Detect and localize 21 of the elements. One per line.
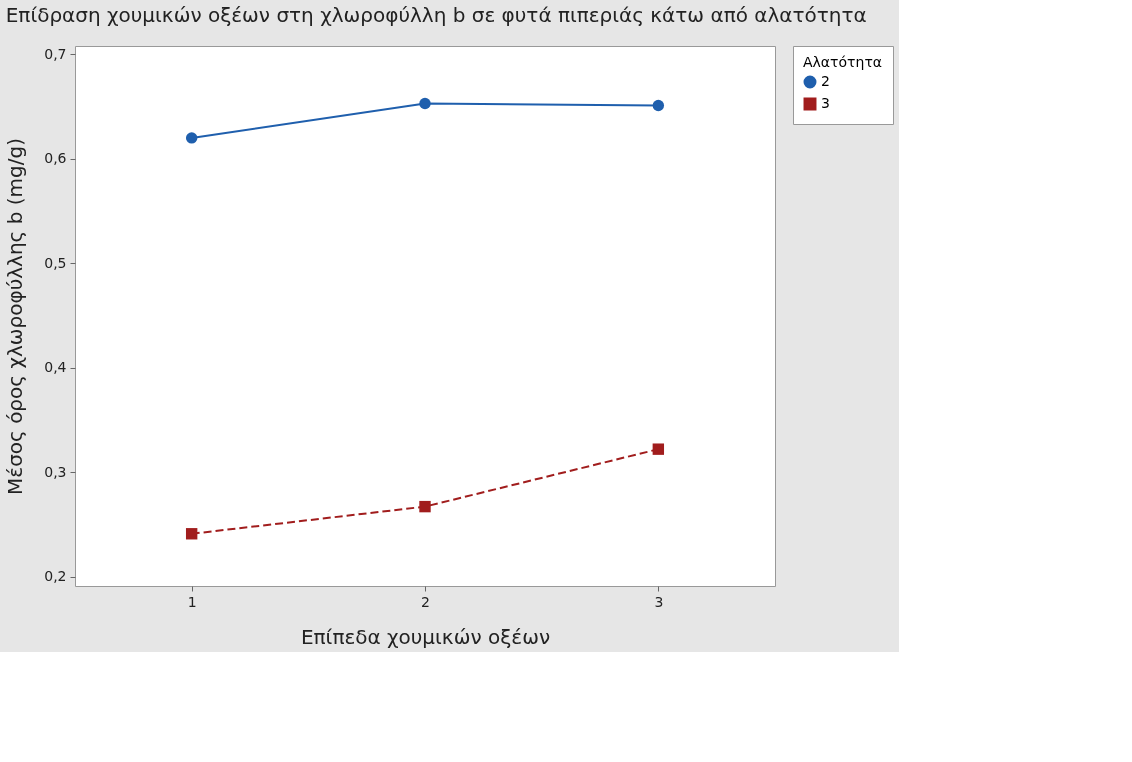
y-tick-label: 0,4 xyxy=(44,359,67,376)
point xyxy=(419,97,431,110)
x-tick-label: 2 xyxy=(421,593,430,610)
y-tick-label: 0,3 xyxy=(44,463,67,480)
point xyxy=(652,443,665,455)
y-axis-title: Μέσος όρος χλωροφύλλης b (mg/g) xyxy=(3,138,28,495)
y-tick-label: 0,7 xyxy=(44,45,67,62)
x-tick-label: 1 xyxy=(187,593,197,610)
legend-title: Αλατότητα xyxy=(803,54,883,70)
chart-title: Επίδραση χουμικών οξέων στη χλωροφύλλη b σε φυτά πιπεριάς κάτω από αλατότητα xyxy=(5,2,867,27)
y-tick-label: 0,5 xyxy=(44,254,67,271)
point xyxy=(185,132,198,144)
y-tick-label: 0,2 xyxy=(44,568,67,585)
point xyxy=(185,528,198,540)
legend-label: 3 xyxy=(821,95,830,111)
y-tick-label: 0,6 xyxy=(44,150,67,167)
x-axis-title: Επίπεδα χουμικών οξέων xyxy=(300,624,551,649)
point xyxy=(652,99,665,112)
point xyxy=(419,500,431,513)
x-tick-label: 3 xyxy=(654,593,664,610)
legend-label: 2 xyxy=(821,73,830,89)
